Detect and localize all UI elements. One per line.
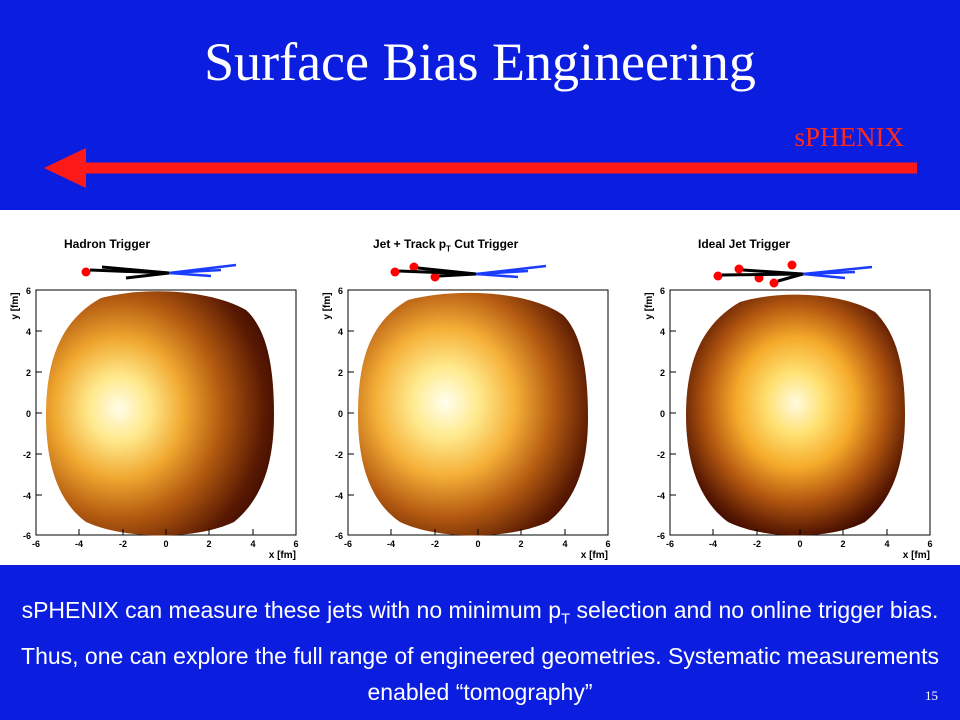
x-tick: -2 [119, 539, 127, 549]
y-tick: -4 [657, 491, 665, 501]
plot-jet-track-trigger: Jet + Track pT Cut Trigger [318, 210, 618, 565]
x-axis-label: x [fm] [269, 550, 296, 561]
figure-panel: Hadron Trigger [0, 210, 960, 565]
slide-caption: sPHENIX can measure these jets with no m… [21, 597, 939, 705]
plot-title: Ideal Jet Trigger [698, 237, 791, 251]
x-tick: 0 [475, 539, 480, 549]
sphenix-label: sPHENIX [794, 122, 904, 152]
jet-diagram-icon [81, 263, 237, 280]
y-tick: -4 [23, 491, 31, 501]
y-tick: -4 [335, 491, 343, 501]
x-tick: 4 [884, 539, 889, 549]
arrow-head-icon [44, 148, 86, 188]
y-tick: 0 [660, 409, 665, 419]
x-tick: 6 [927, 539, 932, 549]
y-tick: 6 [338, 286, 343, 296]
x-tick: 0 [163, 539, 168, 549]
x-tick: 2 [206, 539, 211, 549]
y-tick: 4 [660, 327, 665, 337]
density-map [358, 292, 588, 536]
x-tick: 6 [605, 539, 610, 549]
x-axis-label: x [fm] [581, 550, 608, 561]
plot-title: Hadron Trigger [64, 237, 151, 251]
x-tick: -2 [431, 539, 439, 549]
y-tick: -2 [23, 450, 31, 460]
x-tick: -6 [344, 539, 352, 549]
y-tick: 2 [338, 368, 343, 378]
y-tick: -6 [23, 531, 31, 541]
y-tick: -2 [657, 450, 665, 460]
y-tick: 0 [338, 409, 343, 419]
sphenix-arrow [44, 148, 917, 188]
x-tick: -4 [75, 539, 83, 549]
y-tick: 2 [26, 368, 31, 378]
x-tick: -6 [666, 539, 674, 549]
x-tick: 6 [293, 539, 298, 549]
plot-svg: 6 4 2 0 -2 -4 -6 -6 -4 -2 0 2 4 6 x [fm]… [644, 260, 933, 561]
jet-diagram-icon [390, 262, 547, 282]
slide-title: Surface Bias Engineering [204, 32, 756, 92]
y-tick: -6 [657, 531, 665, 541]
y-tick: -6 [335, 531, 343, 541]
plot-title: Jet + Track pT Cut Trigger [373, 237, 519, 254]
x-tick: 2 [518, 539, 523, 549]
plot-svg: 6 4 2 0 -2 -4 -6 -6 -4 -2 0 2 4 6 x [fm]… [322, 262, 611, 561]
jet-diagram-icon [713, 260, 873, 288]
y-tick: 0 [26, 409, 31, 419]
x-tick: 0 [797, 539, 802, 549]
x-tick: 4 [250, 539, 255, 549]
x-tick: -2 [753, 539, 761, 549]
plot-svg: 6 4 2 0 -2 -4 -6 -6 -4 -2 0 2 4 6 x [fm]… [10, 263, 299, 561]
y-tick: 4 [26, 327, 31, 337]
y-axis-label: y [fm] [322, 292, 333, 319]
y-axis-label: y [fm] [10, 292, 21, 319]
x-tick: -6 [32, 539, 40, 549]
y-tick: 4 [338, 327, 343, 337]
y-tick: -2 [335, 450, 343, 460]
plot-hadron-trigger: Hadron Trigger [6, 210, 306, 565]
x-tick: 2 [840, 539, 845, 549]
y-tick: 6 [26, 286, 31, 296]
x-tick: -4 [387, 539, 395, 549]
x-tick: -4 [709, 539, 717, 549]
plot-ideal-jet-trigger: Ideal Jet Trigger [640, 210, 940, 565]
page-number: 15 [925, 688, 938, 703]
x-axis-label: x [fm] [903, 550, 930, 561]
y-tick: 6 [660, 286, 665, 296]
x-tick: 4 [562, 539, 567, 549]
density-map [686, 294, 905, 536]
y-tick: 2 [660, 368, 665, 378]
y-axis-label: y [fm] [644, 292, 655, 319]
density-map [46, 291, 274, 536]
